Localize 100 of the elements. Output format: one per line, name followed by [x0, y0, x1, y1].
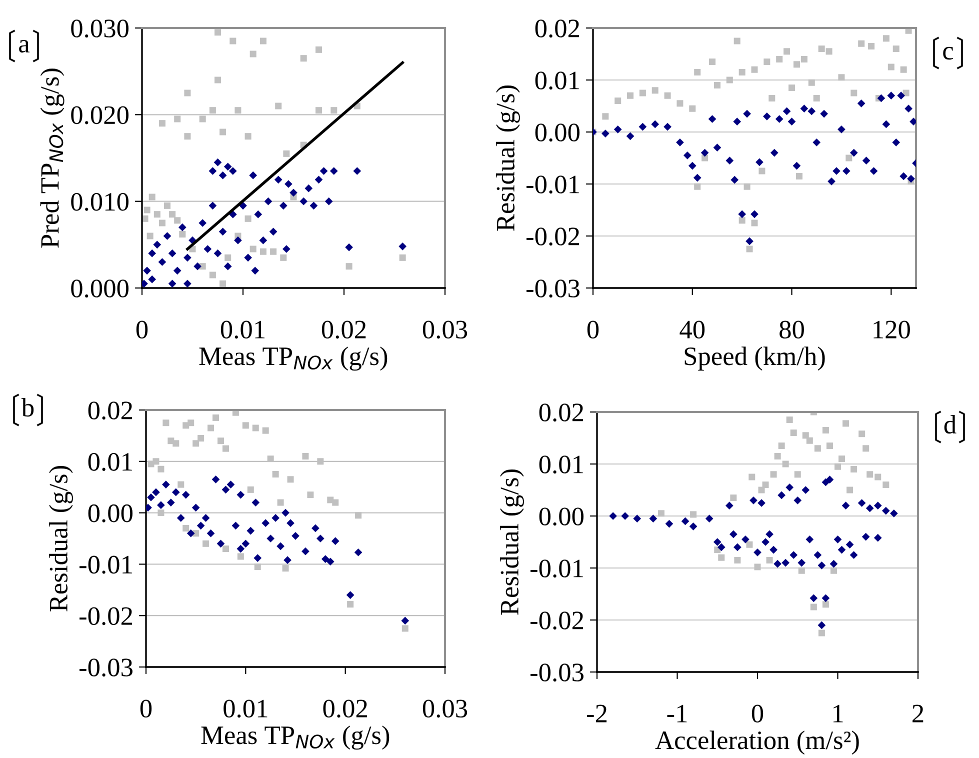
point: [793, 61, 800, 68]
point: [244, 254, 252, 262]
point: [746, 246, 753, 252]
point: [738, 217, 746, 224]
point: [401, 616, 410, 625]
point: [810, 594, 818, 602]
point: [676, 138, 684, 146]
point: [658, 510, 664, 517]
point: [626, 132, 634, 140]
point: [214, 76, 222, 84]
point: [762, 482, 769, 488]
point: [862, 445, 870, 452]
point: [208, 424, 214, 432]
point: [814, 551, 822, 559]
text: d: [944, 415, 956, 434]
point: [782, 460, 789, 468]
point: [627, 92, 634, 99]
point: [862, 532, 870, 541]
point: [208, 202, 217, 210]
point: [730, 176, 739, 184]
point: [794, 496, 802, 504]
point: [209, 272, 216, 278]
point: [751, 220, 758, 226]
y-tick-label: 0.02: [88, 402, 132, 420]
point: [237, 553, 244, 560]
point: [714, 82, 720, 88]
point: [300, 197, 308, 206]
point: [179, 231, 186, 238]
point: [842, 420, 850, 427]
point: [858, 40, 865, 47]
point: [153, 240, 162, 249]
point: [228, 167, 237, 175]
point: [331, 537, 340, 545]
point: [174, 116, 181, 122]
point: [846, 540, 854, 549]
point: [900, 66, 907, 73]
point: [609, 512, 617, 520]
point: [766, 530, 774, 538]
point: [822, 601, 829, 608]
x-tick-label: 0.01: [224, 700, 268, 718]
point: [866, 471, 874, 478]
point: [810, 604, 817, 610]
point: [904, 104, 912, 113]
x-axis-title: Speed (km/h): [684, 346, 825, 371]
point: [236, 490, 245, 499]
y-tick-label: -0.02: [80, 607, 132, 626]
point: [665, 520, 674, 528]
point: [832, 167, 840, 175]
point: [746, 237, 754, 246]
point: [286, 519, 294, 528]
point: [244, 215, 252, 222]
y-tick-label: 0.00: [535, 124, 580, 142]
point: [220, 280, 226, 287]
y-tick-label: 0.01: [539, 456, 583, 474]
point: [196, 522, 205, 530]
point: [148, 275, 156, 284]
point: [892, 138, 900, 146]
point: [279, 202, 288, 210]
point: [902, 90, 910, 96]
point: [788, 118, 796, 126]
point: [689, 105, 696, 112]
point: [614, 98, 622, 104]
x-tick-label: 0: [752, 704, 764, 723]
point: [690, 511, 697, 518]
x-axis-title: Meas TP$_{NOx}$ (g/s): [201, 726, 390, 750]
point: [834, 535, 842, 544]
point: [276, 542, 284, 550]
text: b: [21, 398, 34, 417]
point: [304, 184, 313, 192]
y-axis-title: Residual (g/s): [496, 86, 520, 231]
x-axis-title: Acceleration (m/s²): [655, 730, 859, 755]
point: [234, 107, 242, 114]
x-tick-label: 1: [833, 704, 843, 722]
point: [828, 177, 836, 186]
point: [260, 248, 266, 255]
point: [355, 512, 362, 519]
point: [199, 116, 206, 122]
point: [900, 172, 908, 180]
point: [857, 99, 866, 108]
point: [222, 445, 229, 452]
point: [838, 125, 846, 134]
point: [250, 246, 256, 252]
point: [689, 522, 698, 530]
y-axis-title: Residual (g/s): [500, 470, 524, 615]
x-tick-label: -1: [667, 704, 687, 722]
point: [870, 167, 878, 175]
point: [750, 496, 758, 504]
point: [850, 551, 858, 559]
point: [146, 232, 154, 240]
point: [806, 535, 814, 544]
point: [216, 540, 225, 548]
point: [326, 558, 334, 566]
point: [725, 502, 734, 510]
point: [718, 554, 725, 561]
point: [798, 567, 805, 574]
point: [838, 74, 845, 81]
point: [842, 502, 850, 510]
y-tick-label: -0.02: [526, 228, 580, 246]
point: [664, 122, 672, 131]
point: [398, 242, 407, 250]
